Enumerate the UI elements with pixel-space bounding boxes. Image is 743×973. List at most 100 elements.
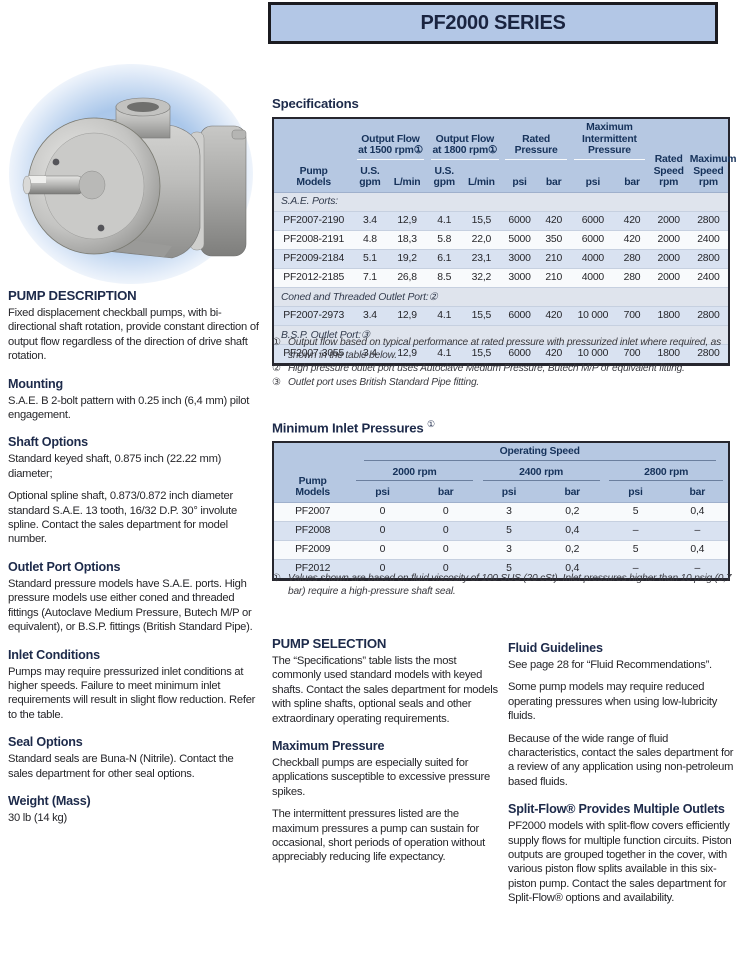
text-section: Seal Options Standard seals are Buna-N (N…: [8, 735, 260, 781]
footnote-mark: ①: [272, 573, 281, 584]
value-cell: 420: [615, 230, 649, 249]
value-cell: 0: [413, 521, 478, 540]
value-cell: 3: [477, 540, 541, 559]
value-cell: 2800: [688, 211, 729, 230]
value-cell: 6000: [570, 211, 616, 230]
value-cell: 7.1: [353, 268, 387, 287]
value-cell: 4.1: [427, 306, 461, 325]
col-operating-speed: Operating Speed: [351, 442, 729, 464]
section-paragraph: 30 lb (14 kg): [8, 811, 67, 824]
col-2800rpm: 2800 rpm: [604, 463, 729, 484]
value-cell: 15,5: [460, 306, 502, 325]
section-heading: Mounting: [8, 376, 64, 391]
text-section: Outlet Port Options Standard pressure mod…: [8, 560, 260, 635]
col-output-1500: Output Flow at 1500 rpm①: [353, 118, 428, 163]
value-cell: 2000: [648, 268, 689, 287]
pump-model-cell: PF2007-2973: [273, 306, 354, 325]
value-cell: 2400: [688, 230, 729, 249]
value-cell: 3.4: [353, 211, 387, 230]
table-row: PF2009-2184 5.1 19,2 6.1 23,1 3000 210 4000 280 2…: [273, 249, 729, 268]
value-cell: 15,5: [460, 344, 502, 364]
value-cell: 5.1: [353, 249, 387, 268]
value-cell: 1800: [648, 344, 689, 364]
section-heading: Outlet Port Options: [8, 559, 121, 574]
footnote-mark: ③: [272, 376, 281, 388]
text-section: Split-Flow® Provides Multiple Outlets PF2…: [508, 802, 740, 905]
value-cell: 420: [537, 211, 571, 230]
table-section-row: Coned and Threaded Outlet Port:②: [273, 287, 729, 306]
value-cell: 0: [351, 502, 414, 521]
col-us-gpm: U.S. gpm: [353, 162, 387, 192]
pump-model-cell: PF2008-2191: [273, 230, 354, 249]
value-cell: 0: [413, 559, 478, 579]
section-heading: Weight (Mass): [8, 793, 91, 808]
left-text-column: PUMP DESCRIPTION Fixed displacement check…: [8, 288, 260, 833]
footnote-text: Values shown are based on fluid viscosit…: [288, 573, 732, 597]
value-cell: 12,9: [386, 306, 428, 325]
value-cell: 4.1: [427, 211, 461, 230]
value-cell: 6.1: [427, 249, 461, 268]
col-psi: psi: [351, 484, 414, 502]
value-cell: 2800: [688, 249, 729, 268]
section-paragraph: Optional spline shaft, 0.873/0.872 inch …: [8, 490, 237, 546]
section-heading: Maximum Pressure: [272, 739, 385, 754]
value-cell: 3000: [501, 268, 538, 287]
value-cell: 8.5: [427, 268, 461, 287]
value-cell: 6000: [501, 211, 538, 230]
section-paragraph: Standard seals are Buna-N (Nitrile). Con…: [8, 753, 234, 780]
value-cell: 2000: [648, 230, 689, 249]
text-section: Maximum Pressure Checkball pumps are espe…: [272, 739, 498, 865]
value-cell: 0,2: [540, 540, 605, 559]
pump-model-cell: PF2012-2185: [273, 268, 354, 287]
text-section: Mounting S.A.E. B 2-bolt pattern with 0.2…: [8, 377, 260, 423]
value-cell: 0,4: [540, 521, 605, 540]
section-heading: PUMP SELECTION: [272, 636, 387, 651]
text-section: Shaft Options Standard keyed shaft, 0.875…: [8, 435, 260, 546]
section-heading: PUMP DESCRIPTION: [8, 288, 137, 303]
value-cell: 0: [413, 540, 478, 559]
col-pump-models: Pump Models: [273, 442, 352, 502]
value-cell: 4.1: [427, 344, 461, 364]
value-cell: 12,9: [386, 211, 428, 230]
value-cell: 0,4: [666, 540, 729, 559]
text-section: Inlet Conditions Pumps may require pressu…: [8, 648, 260, 723]
pump-model-cell: PF2007: [273, 502, 352, 521]
value-cell: 10 000: [570, 306, 616, 325]
value-cell: 0,2: [540, 502, 605, 521]
col-pump-models: Pump Models: [273, 118, 354, 192]
specifications-table: Pump Models Output Flow at 1500 rpm① Out…: [272, 117, 736, 366]
value-cell: 6000: [501, 306, 538, 325]
pump-model-cell: PF2009: [273, 540, 352, 559]
table-row: PF2007-2973 3.4 12,9 4.1 15,5 6000 420 10 000 70…: [273, 306, 729, 325]
value-cell: –: [604, 559, 667, 579]
table-section-row: S.A.E. Ports:: [273, 192, 729, 211]
section-heading: Fluid Guidelines: [508, 641, 603, 655]
value-cell: 22,0: [460, 230, 502, 249]
value-cell: –: [666, 559, 729, 579]
value-cell: 4.8: [353, 230, 387, 249]
footnote: ① Output flow based on typical performanc…: [272, 337, 734, 362]
value-cell: 0: [351, 540, 414, 559]
col-psi: psi: [604, 484, 667, 502]
text-section: PUMP SELECTION The “Specifications” table…: [272, 636, 498, 726]
col-max-intermittent: Maximum Intermittent Pressure: [570, 118, 649, 163]
footnote-mark: ①: [426, 419, 435, 429]
col-bar: bar: [413, 484, 478, 502]
pump-model-cell: PF2012: [273, 559, 352, 579]
section-paragraph: See page 28 for “Fluid Recommendations”.: [508, 659, 712, 671]
footnote-mark: ②: [272, 363, 281, 375]
col-rated-speed: Rated Speed rpm: [648, 118, 689, 192]
value-cell: 2000: [648, 211, 689, 230]
value-cell: 5: [477, 559, 541, 579]
pump-model-cell: PF2007-3055: [273, 344, 354, 364]
value-cell: 0,4: [666, 502, 729, 521]
min-inlet-heading: Minimum Inlet Pressures ①: [272, 419, 435, 436]
footnote-text: Outlet port uses British Standard Pipe f…: [288, 376, 480, 388]
value-cell: 1800: [648, 306, 689, 325]
value-cell: 6000: [501, 344, 538, 364]
col-lmin: L/min: [386, 162, 428, 192]
value-cell: 5.8: [427, 230, 461, 249]
table-row: PF2007-2190 3.4 12,9 4.1 15,5 6000 420 6000 420 2…: [273, 211, 729, 230]
footnote: ② High pressure outlet port uses Autoclav…: [272, 363, 734, 376]
table-row: PF2008 0 0 5 0,4– –: [273, 521, 729, 540]
